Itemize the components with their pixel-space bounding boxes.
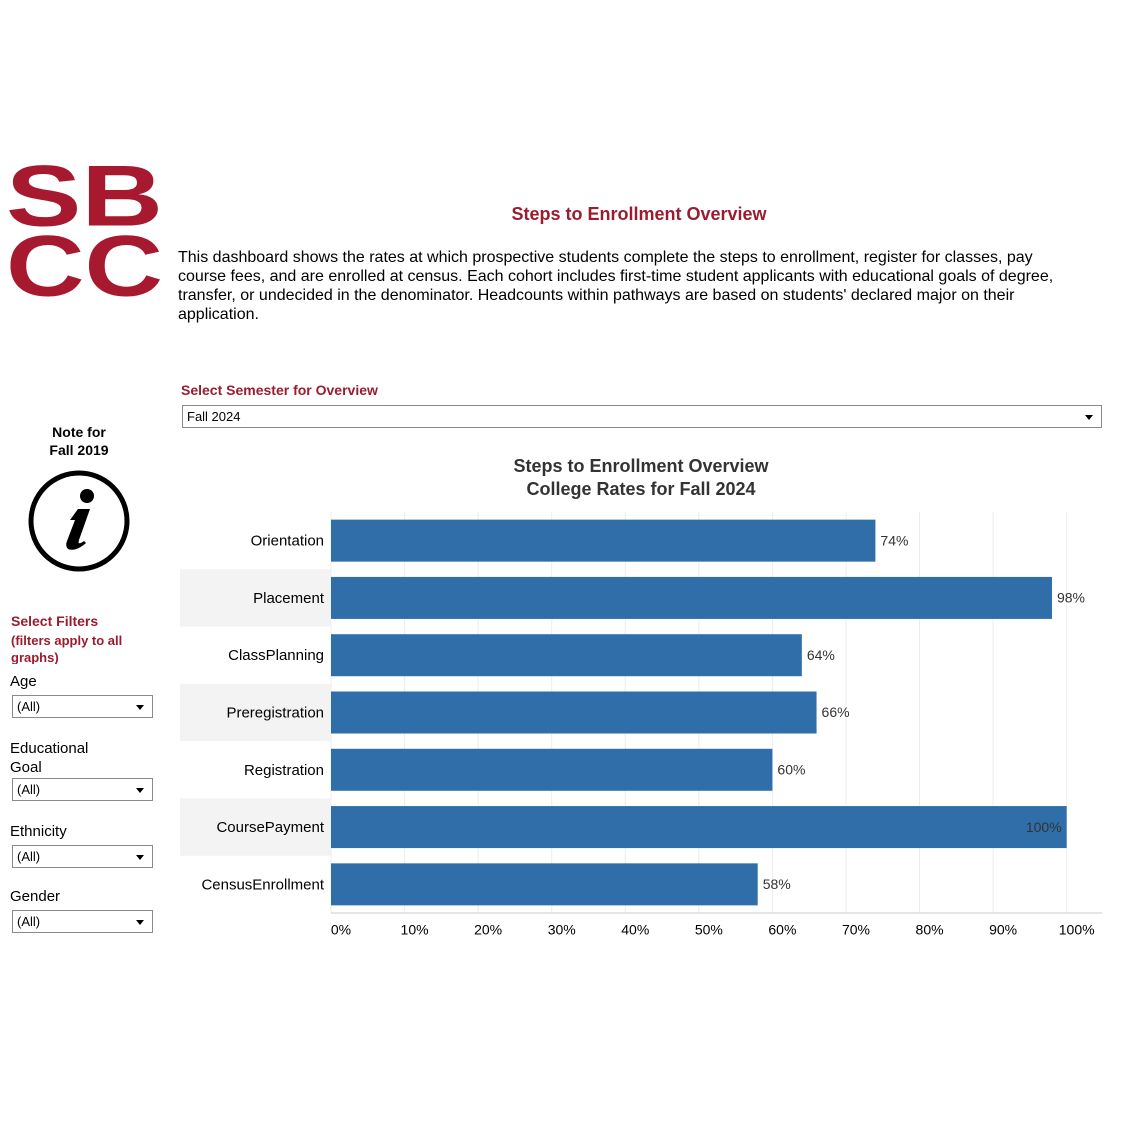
y-tick-label: Registration <box>244 762 324 779</box>
x-tick-label: 70% <box>842 922 870 938</box>
bar <box>331 806 1067 849</box>
filter-label: Ethnicity <box>10 823 67 840</box>
filter-dropdown[interactable]: (All) <box>12 778 153 801</box>
bar <box>331 634 802 677</box>
y-tick-label: ClassPlanning <box>228 647 324 664</box>
x-tick-label: 90% <box>989 922 1017 938</box>
bar <box>331 519 876 562</box>
x-tick-label: 50% <box>695 922 723 938</box>
x-tick-label: 100% <box>1059 922 1095 938</box>
filter-dropdown[interactable]: (All) <box>12 910 153 933</box>
y-tick-label: CoursePayment <box>216 819 324 836</box>
value-label: 64% <box>807 647 835 663</box>
x-tick-label: 30% <box>548 922 576 938</box>
chart-title: College Rates for Fall 2024 <box>526 479 755 499</box>
info-icon <box>28 470 130 572</box>
filter-label: Age <box>10 673 37 690</box>
bar <box>331 691 817 734</box>
x-tick-label: 40% <box>621 922 649 938</box>
value-label: 58% <box>763 876 791 892</box>
x-tick-label: 10% <box>401 922 429 938</box>
y-tick-label: Placement <box>253 590 325 607</box>
filter-dropdown[interactable]: (All) <box>12 845 153 868</box>
description: This dashboard shows the rates at which … <box>178 249 1054 323</box>
chart-title: Steps to Enrollment Overview <box>513 456 769 476</box>
y-tick-label: CensusEnrollment <box>201 876 324 893</box>
note-line: Note for <box>52 424 106 440</box>
bar <box>331 863 758 906</box>
note-line: Fall 2019 <box>49 442 109 458</box>
bar <box>331 576 1052 619</box>
filter-label: Educational Goal <box>10 740 89 776</box>
y-tick-label: Orientation <box>251 533 324 550</box>
value-label: 100% <box>1026 819 1062 835</box>
value-label: 74% <box>880 532 908 548</box>
bar <box>331 748 773 791</box>
value-label: 98% <box>1057 590 1085 606</box>
row-band <box>180 683 331 742</box>
page-title: Steps to Enrollment Overview <box>511 204 767 224</box>
row-band <box>180 798 331 856</box>
x-tick-label: 20% <box>474 922 502 938</box>
filters-subtitle: (filters apply to all graphs) <box>11 633 123 664</box>
note: Note for Fall 2019 <box>19 423 139 459</box>
semester-label: Select Semester for Overview <box>181 382 378 398</box>
value-label: 66% <box>822 704 850 720</box>
y-tick-label: Preregistration <box>226 704 324 721</box>
logo-text: SB <box>6 149 163 245</box>
semester-dropdown[interactable]: Fall 2024 <box>182 405 1102 428</box>
x-tick-label: 80% <box>916 922 944 938</box>
filter-label: Gender <box>10 888 61 905</box>
x-tick-label: 60% <box>768 922 796 938</box>
filter-dropdown[interactable]: (All) <box>12 695 153 718</box>
filters-title: Select Filters <box>11 613 99 629</box>
x-tick-label: 0% <box>331 922 351 938</box>
value-label: 60% <box>777 761 805 777</box>
logo-text: CC <box>6 219 163 315</box>
row-band <box>180 569 331 627</box>
